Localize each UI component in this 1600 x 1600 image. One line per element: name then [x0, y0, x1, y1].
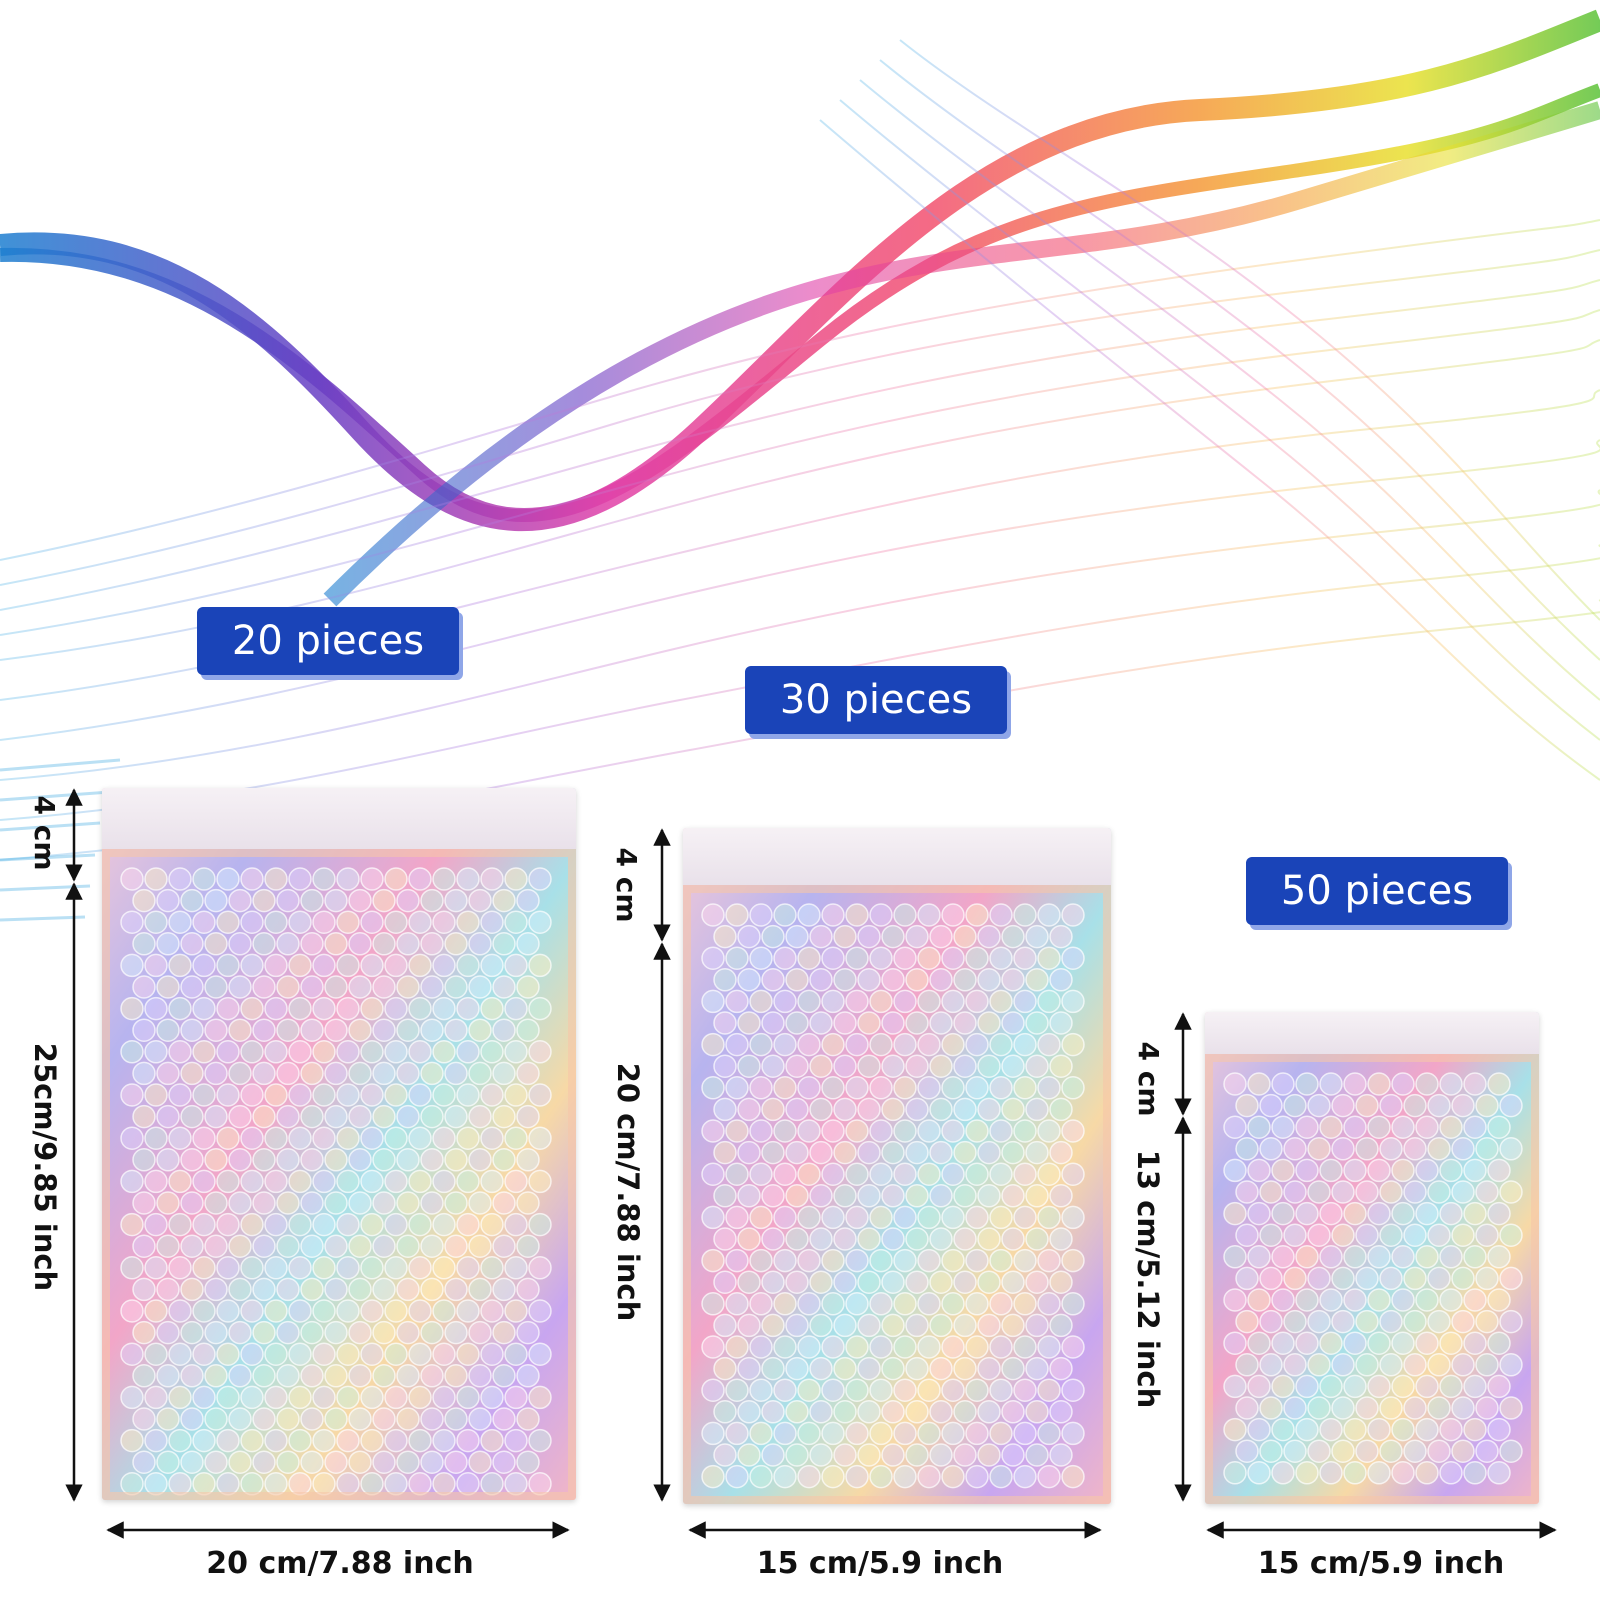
holographic-mailer-small: [1205, 1012, 1539, 1504]
width-label: 20 cm/7.88 inch: [206, 1546, 474, 1581]
quantity-badge-50: 50 pieces: [1246, 857, 1508, 925]
width-label: 15 cm/5.9 inch: [756, 1546, 1004, 1581]
flap-height-label: 4 cm: [28, 795, 61, 871]
quantity-badge-20: 20 pieces: [197, 607, 459, 675]
quantity-badge-30: 30 pieces: [745, 666, 1007, 734]
body-height-label: 13 cm/5.12 inch: [1131, 1149, 1165, 1409]
quantity-badge-label: 30 pieces: [779, 677, 973, 723]
flap-height-label: 4 cm: [610, 847, 643, 923]
quantity-badge-label: 20 pieces: [231, 618, 425, 664]
body-height-label: 25cm/9.85 inch: [28, 1042, 62, 1292]
flap-height-label: 4 cm: [1132, 1041, 1165, 1117]
quantity-badge-label: 50 pieces: [1280, 868, 1474, 914]
body-height-label: 20 cm/7.88 inch: [611, 1062, 645, 1322]
holographic-mailer-medium: [683, 828, 1111, 1504]
holographic-mailer-large: [102, 788, 576, 1500]
width-label: 15 cm/5.9 inch: [1257, 1546, 1505, 1581]
